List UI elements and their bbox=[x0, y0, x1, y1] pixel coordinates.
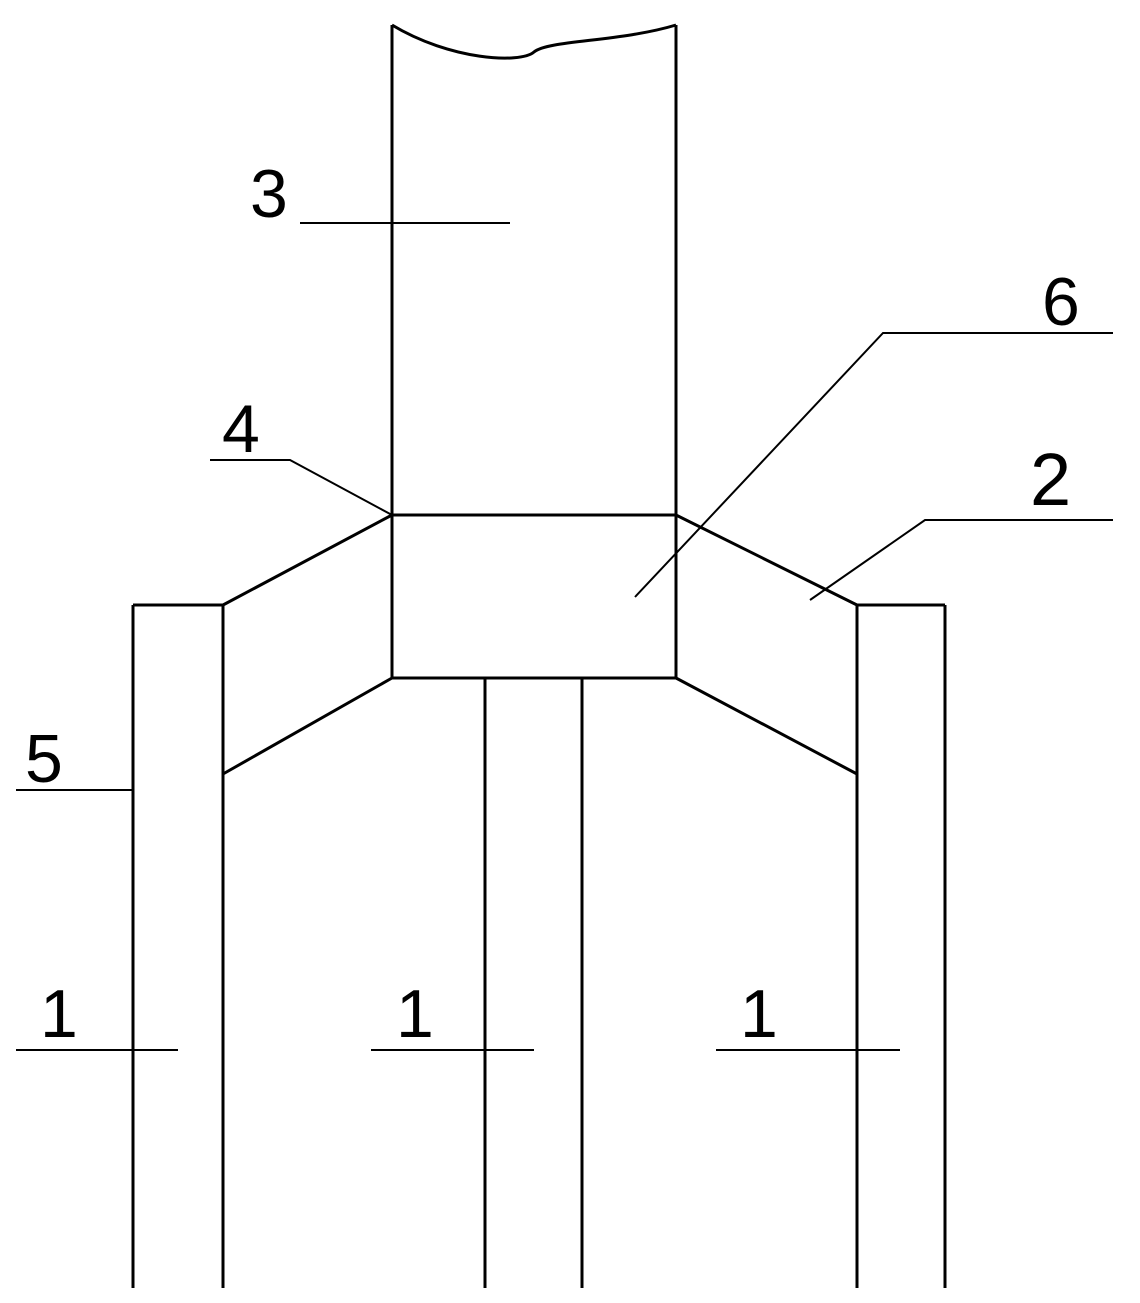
label-3: 3 bbox=[250, 160, 288, 228]
label-1c: 1 bbox=[740, 980, 778, 1048]
top-break-line bbox=[392, 25, 676, 58]
left-arm-top bbox=[223, 515, 392, 605]
left-arm-bottom bbox=[223, 678, 392, 774]
right-arm-bottom bbox=[676, 678, 857, 774]
label-1a: 1 bbox=[40, 980, 78, 1048]
label-4: 4 bbox=[222, 395, 260, 463]
technical-diagram bbox=[0, 0, 1140, 1303]
label-2: 2 bbox=[1030, 443, 1071, 517]
label-6: 6 bbox=[1042, 268, 1080, 336]
leader-2 bbox=[810, 520, 1113, 600]
label-1b: 1 bbox=[396, 980, 434, 1048]
label-5: 5 bbox=[25, 725, 63, 793]
leader-4 bbox=[210, 460, 392, 515]
right-arm-top bbox=[676, 515, 857, 605]
